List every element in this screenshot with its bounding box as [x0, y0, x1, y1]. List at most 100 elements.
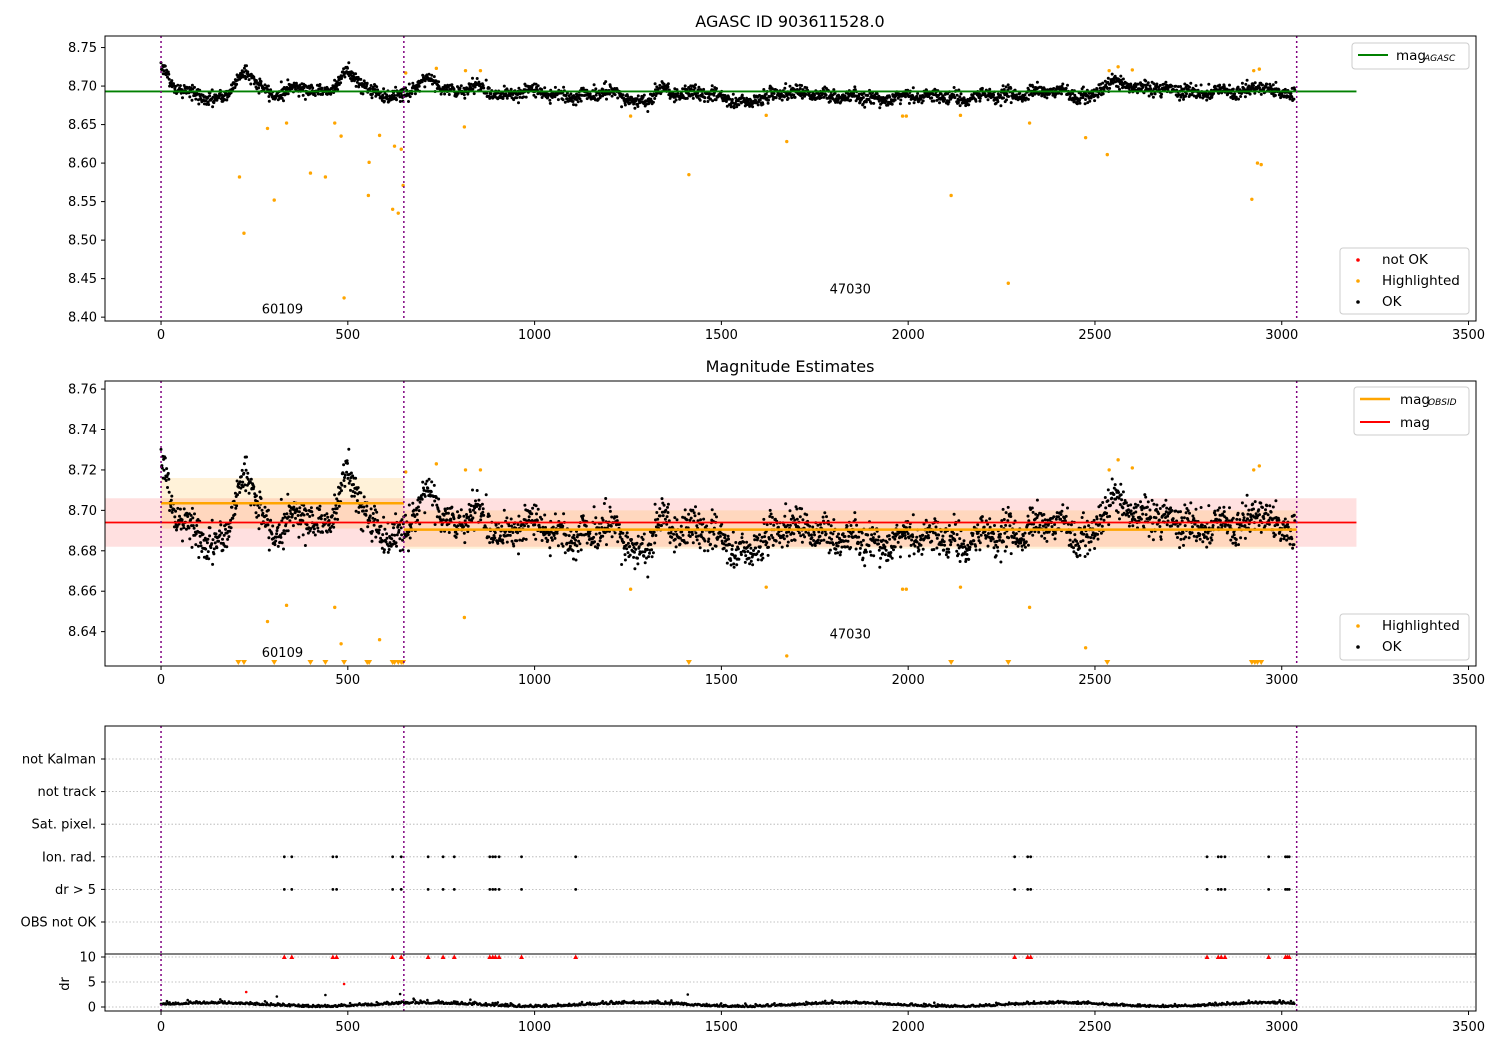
ok-point [748, 543, 752, 547]
ok-point [730, 98, 734, 101]
ok-point [449, 517, 453, 521]
ok-point [764, 92, 768, 96]
ok-point [771, 536, 775, 540]
ok-point [771, 543, 775, 547]
ok-point [634, 547, 638, 551]
ok-point [163, 456, 167, 460]
ok-point [1170, 84, 1174, 88]
ok-point [801, 518, 805, 522]
legend-status: not OK Highlighted OK [1339, 247, 1470, 315]
ok-point [707, 95, 711, 99]
ok-point [427, 477, 431, 481]
ok-point [1012, 536, 1016, 540]
ok-point [197, 102, 201, 106]
ok-point [1218, 83, 1222, 87]
legend-ok: OK [1382, 294, 1403, 310]
ok-point [853, 88, 857, 92]
ok-point [585, 541, 589, 545]
ok-point [175, 528, 178, 532]
ok-point [303, 544, 307, 547]
ok-point [1081, 85, 1085, 89]
ok-point [1080, 516, 1084, 519]
ok-point [735, 563, 739, 567]
ok-point [395, 98, 398, 102]
ok-point [581, 514, 585, 518]
ok-point [833, 91, 837, 95]
ok-point [296, 514, 300, 517]
ok-point [930, 96, 934, 100]
ok-point [306, 512, 309, 516]
ok-point [732, 106, 736, 110]
ok-point [1001, 84, 1005, 88]
ok-point [675, 88, 679, 92]
ok-point [958, 104, 962, 108]
ok-point [568, 544, 572, 548]
ok-point [502, 84, 506, 88]
ok-point [316, 92, 320, 96]
ok-point [1002, 518, 1006, 521]
ok-point [819, 96, 823, 100]
highlighted-point [1130, 68, 1135, 72]
ok-point [822, 538, 826, 542]
ok-point [633, 106, 637, 110]
ok-point [488, 541, 492, 545]
p1-xtick-label: 3000 [1265, 328, 1298, 343]
ok-point [700, 92, 704, 96]
ok-point [561, 524, 565, 528]
ok-point [958, 95, 962, 99]
p1-ytick-label: 8.75 [68, 41, 97, 56]
ok-point [263, 505, 267, 509]
ok-point [421, 480, 425, 484]
ok-point [870, 533, 874, 537]
ok-point [877, 94, 881, 98]
ok-point [863, 564, 867, 568]
ok-point [592, 83, 596, 87]
ok-point [861, 96, 865, 99]
ok-point [437, 509, 441, 513]
ok-point [462, 531, 466, 535]
ok-point [1121, 506, 1125, 510]
ok-point [999, 93, 1002, 97]
ok-point [515, 96, 519, 100]
ok-point [381, 93, 385, 97]
ok-point [551, 525, 555, 529]
ok-point [252, 75, 256, 79]
ok-point [1188, 85, 1191, 89]
ok-point [186, 515, 190, 518]
ok-point [616, 96, 620, 100]
ok-point [856, 542, 860, 545]
ok-point [536, 84, 540, 88]
ok-point [681, 533, 685, 537]
ok-point [1066, 83, 1069, 87]
ok-point [768, 508, 772, 512]
ok-point [407, 549, 410, 553]
ok-point [711, 547, 715, 551]
ok-point [952, 86, 956, 89]
ok-point [471, 488, 474, 492]
ok-point [687, 512, 691, 516]
ok-point [952, 512, 956, 516]
ok-point [987, 532, 990, 535]
ok-point [576, 100, 580, 104]
ok-point [446, 511, 450, 515]
ok-point [861, 538, 865, 542]
ok-point [1014, 532, 1018, 536]
ok-point [695, 538, 699, 542]
ok-point [258, 490, 262, 494]
highlighted-point [904, 114, 909, 118]
ok-point [996, 549, 1000, 553]
highlighted-point [463, 68, 468, 73]
ok-point [1040, 534, 1044, 538]
highlighted-point [1107, 68, 1111, 73]
ok-point [1031, 85, 1035, 89]
ok-point [285, 512, 289, 516]
ok-point [252, 485, 256, 489]
ok-point [849, 546, 853, 549]
highlighted-point [284, 121, 289, 125]
ok-point [456, 524, 460, 528]
ok-point [562, 85, 566, 89]
ok-point [745, 540, 749, 544]
ok-point [651, 100, 655, 104]
ok-point [999, 524, 1003, 528]
ok-point [1030, 506, 1034, 510]
